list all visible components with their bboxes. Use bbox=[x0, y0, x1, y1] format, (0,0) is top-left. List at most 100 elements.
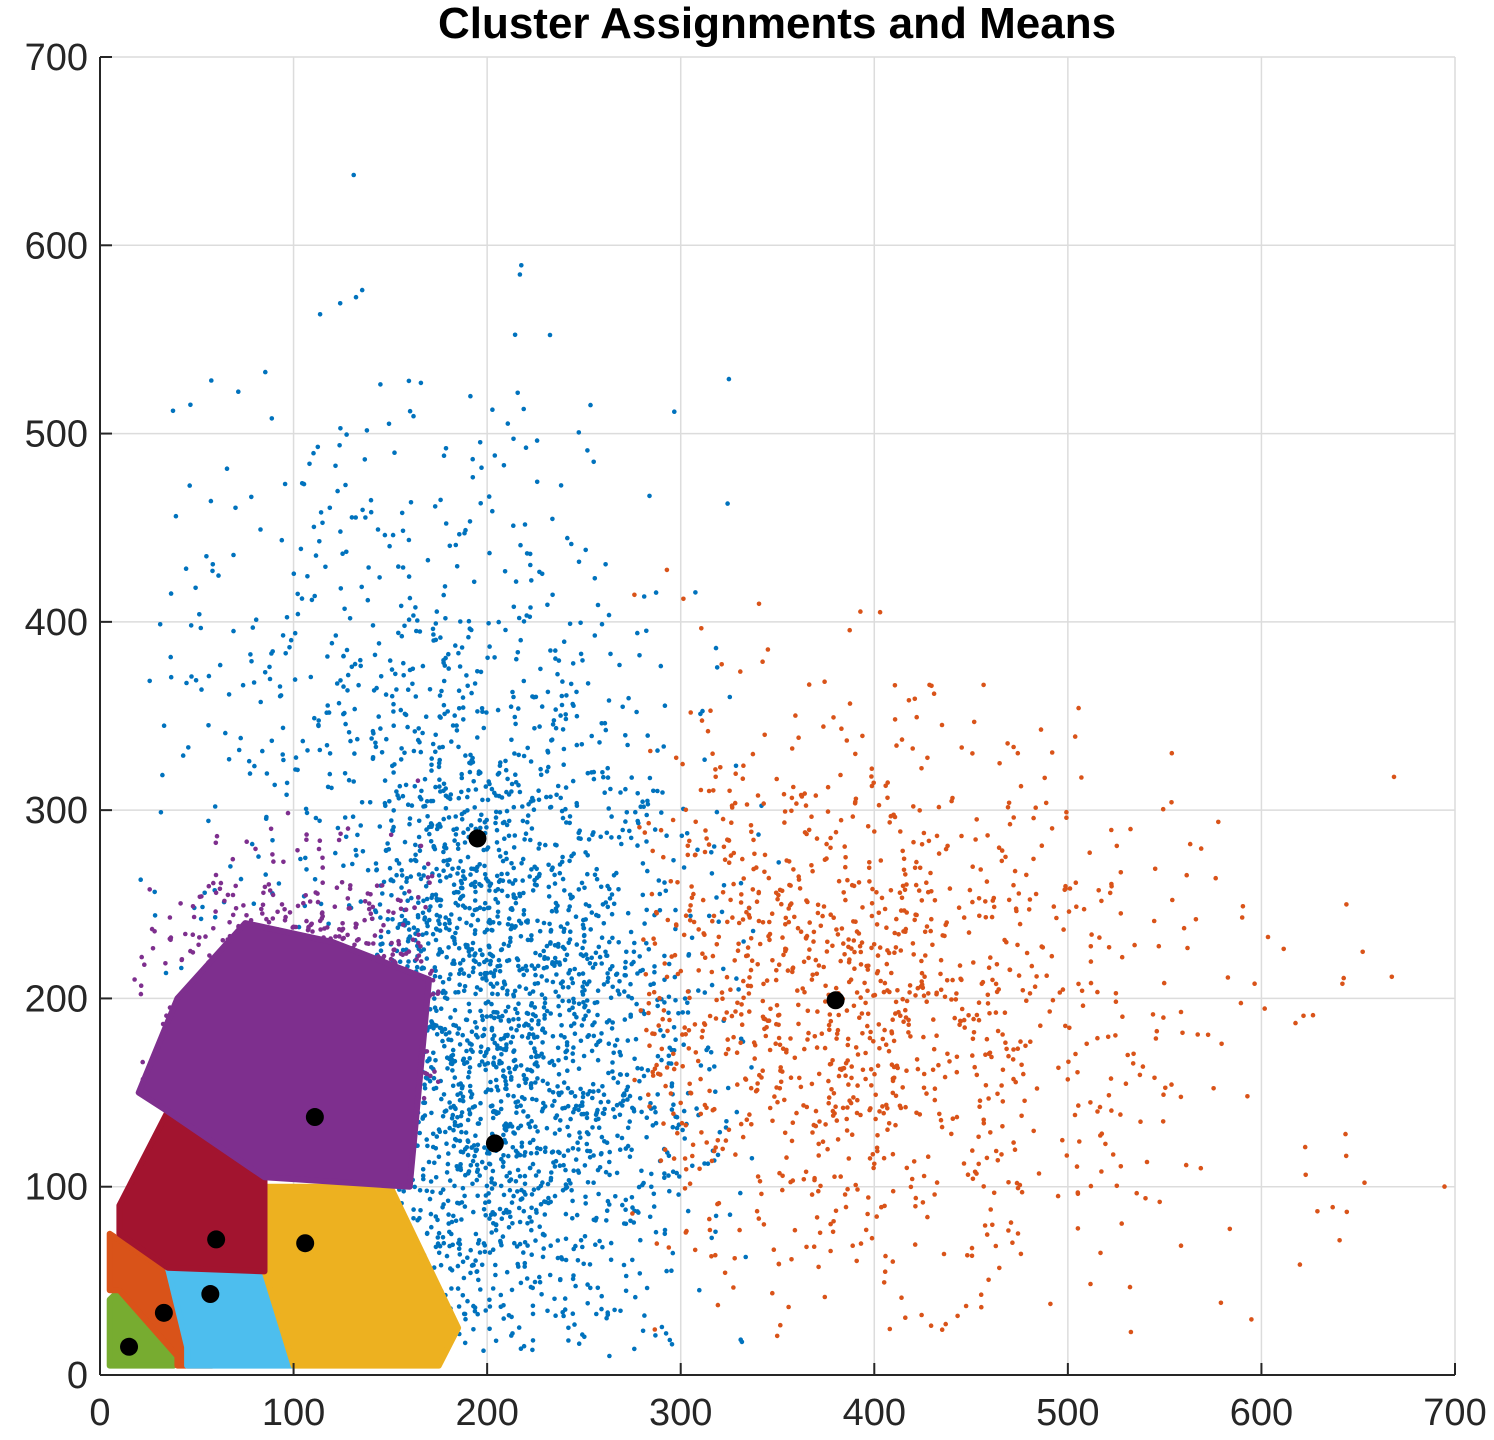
scatter-point bbox=[475, 1142, 481, 1148]
scatter-point bbox=[653, 1229, 659, 1235]
scatter-point bbox=[795, 988, 800, 993]
scatter-point bbox=[823, 1122, 828, 1127]
scatter-point bbox=[534, 1150, 540, 1156]
scatter-point bbox=[665, 1028, 670, 1034]
scatter-point bbox=[570, 1005, 575, 1010]
scatter-point bbox=[700, 1028, 705, 1034]
scatter-point bbox=[493, 793, 499, 798]
scatter-point bbox=[774, 1003, 780, 1008]
scatter-point bbox=[244, 839, 249, 844]
scatter-point bbox=[473, 1147, 479, 1153]
scatter-point bbox=[517, 272, 523, 277]
scatter-point bbox=[304, 810, 310, 816]
scatter-point bbox=[511, 804, 517, 810]
scatter-point bbox=[167, 915, 173, 920]
scatter-point bbox=[358, 823, 364, 828]
scatter-point bbox=[424, 1188, 430, 1194]
scatter-point bbox=[494, 1084, 500, 1090]
scatter-point bbox=[628, 929, 634, 935]
scatter-point bbox=[437, 1129, 443, 1134]
scatter-point bbox=[1097, 1104, 1103, 1110]
scatter-point bbox=[825, 1146, 830, 1152]
scatter-point bbox=[698, 1076, 703, 1082]
scatter-point bbox=[612, 1307, 617, 1313]
scatter-point bbox=[515, 1099, 521, 1104]
scatter-point bbox=[435, 991, 441, 996]
scatter-point bbox=[793, 713, 798, 718]
scatter-point bbox=[442, 921, 448, 927]
scatter-point bbox=[332, 904, 338, 909]
scatter-point bbox=[642, 921, 647, 926]
scatter-point bbox=[873, 1116, 878, 1122]
scatter-point bbox=[511, 892, 516, 897]
scatter-point bbox=[754, 899, 760, 904]
scatter-point bbox=[801, 1103, 806, 1108]
scatter-point bbox=[454, 728, 460, 733]
scatter-point bbox=[488, 981, 494, 987]
scatter-point bbox=[637, 1271, 643, 1276]
scatter-point bbox=[776, 892, 781, 898]
scatter-point bbox=[1031, 1128, 1036, 1134]
scatter-point bbox=[334, 681, 340, 686]
scatter-point bbox=[453, 930, 458, 936]
scatter-point bbox=[1169, 1082, 1174, 1087]
scatter-point bbox=[775, 896, 780, 902]
scatter-point bbox=[842, 844, 847, 849]
scatter-point bbox=[502, 836, 507, 841]
scatter-point bbox=[860, 1067, 866, 1073]
scatter-point bbox=[756, 1216, 762, 1221]
scatter-point bbox=[402, 891, 407, 896]
scatter-point bbox=[539, 974, 544, 979]
scatter-point bbox=[448, 1015, 453, 1020]
scatter-point bbox=[385, 917, 391, 922]
scatter-points bbox=[132, 172, 1447, 1359]
scatter-point bbox=[849, 946, 854, 951]
scatter-point bbox=[557, 870, 563, 876]
scatter-point bbox=[353, 515, 359, 520]
scatter-point bbox=[719, 909, 725, 915]
scatter-point bbox=[149, 926, 155, 932]
scatter-point bbox=[417, 740, 422, 745]
scatter-point bbox=[316, 718, 322, 723]
scatter-point bbox=[475, 669, 480, 674]
scatter-point bbox=[425, 875, 431, 880]
scatter-point bbox=[825, 939, 830, 945]
scatter-point bbox=[563, 1211, 569, 1217]
scatter-point bbox=[543, 842, 548, 848]
scatter-point bbox=[264, 814, 269, 820]
scatter-point bbox=[752, 1042, 758, 1048]
scatter-point bbox=[211, 926, 216, 931]
scatter-point bbox=[462, 1193, 467, 1199]
scatter-point bbox=[655, 1053, 661, 1059]
scatter-point bbox=[529, 933, 534, 938]
scatter-point bbox=[266, 882, 272, 887]
scatter-point bbox=[970, 899, 975, 905]
scatter-point bbox=[844, 1128, 850, 1133]
scatter-point bbox=[542, 1233, 547, 1238]
scatter-point bbox=[507, 879, 512, 884]
scatter-point bbox=[640, 892, 646, 898]
scatter-point bbox=[515, 390, 520, 396]
scatter-point bbox=[436, 873, 442, 878]
scatter-point bbox=[842, 952, 847, 957]
scatter-point bbox=[666, 1173, 671, 1178]
scatter-point bbox=[317, 539, 322, 544]
scatter-point bbox=[311, 524, 317, 530]
y-tick-label: 600 bbox=[25, 225, 88, 267]
scatter-point bbox=[821, 904, 827, 909]
scatter-point bbox=[1003, 1040, 1008, 1045]
scatter-point bbox=[690, 1142, 696, 1148]
scatter-point bbox=[605, 765, 610, 771]
scatter-point bbox=[487, 1326, 492, 1332]
scatter-point bbox=[538, 766, 543, 772]
scatter-point bbox=[509, 1200, 515, 1205]
scatter-point bbox=[988, 1130, 993, 1135]
scatter-point bbox=[925, 889, 931, 895]
scatter-point bbox=[862, 980, 867, 986]
scatter-point bbox=[411, 925, 417, 930]
scatter-point bbox=[628, 981, 633, 987]
scatter-point bbox=[500, 820, 506, 826]
scatter-point bbox=[839, 926, 845, 931]
scatter-point bbox=[528, 1040, 534, 1046]
